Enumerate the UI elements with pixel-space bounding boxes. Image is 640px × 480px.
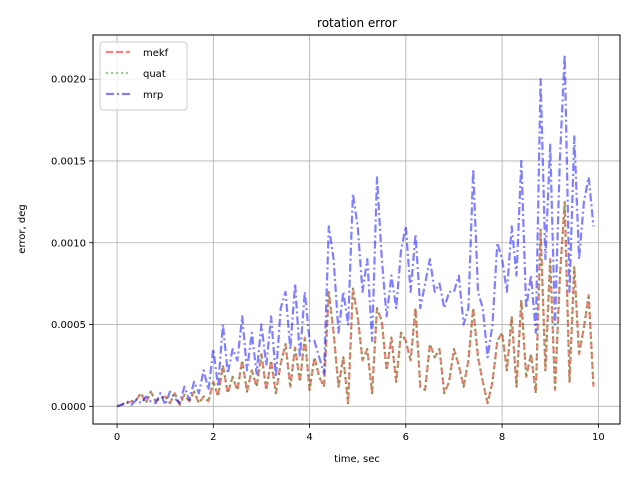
y-tick-label: 0.0015 [51, 156, 86, 167]
series-line-quat [116, 200, 595, 408]
legend-label-quat: quat [143, 69, 166, 80]
x-tick-label: 2 [210, 432, 216, 443]
y-tick-label: 0.0000 [51, 402, 86, 413]
plot-frame [92, 34, 621, 425]
x-axis-ticks: 0 2 4 6 8 10 [114, 424, 605, 443]
x-tick-label: 10 [592, 432, 605, 443]
legend-label-mekf: mekf [143, 48, 169, 59]
x-tick-label: 4 [306, 432, 312, 443]
x-tick-label: 8 [499, 432, 505, 443]
y-axis-ticks: 0.0000 0.0005 0.0010 0.0015 0.0020 [51, 75, 93, 413]
x-axis-label: time, sec [334, 454, 380, 465]
chart-title: rotation error [317, 16, 397, 30]
x-tick-label: 6 [403, 432, 409, 443]
legend-label-mrp: mrp [143, 90, 163, 101]
x-tick-label: 0 [114, 432, 120, 443]
y-tick-label: 0.0010 [51, 238, 86, 249]
grid [93, 35, 620, 424]
y-tick-label: 0.0020 [51, 75, 86, 86]
y-tick-label: 0.0005 [51, 320, 86, 331]
legend: mekf quat mrp [99, 41, 188, 111]
legend-box [99, 41, 188, 111]
series-lines [116, 53, 595, 408]
y-axis-label: error, deg [17, 204, 28, 253]
